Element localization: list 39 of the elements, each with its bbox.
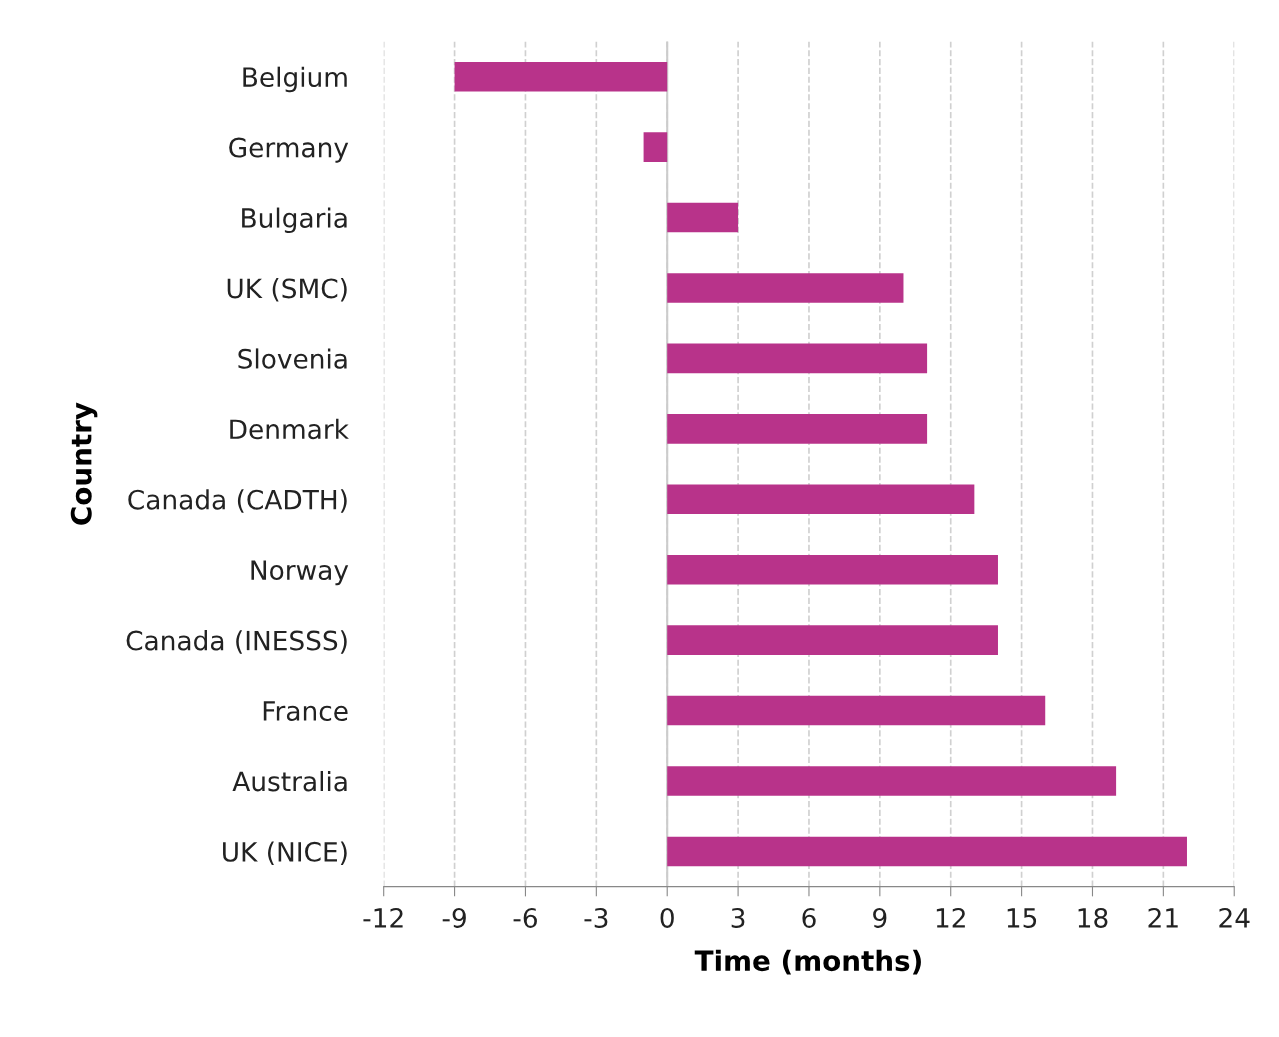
bar (667, 625, 998, 655)
bar (667, 202, 739, 233)
x-tick-label: 18 (1078, 907, 1108, 928)
y-tick-label: UK (NICE) (223, 841, 347, 865)
y-tick-label: Slovenia (238, 348, 347, 369)
bar (643, 132, 668, 162)
x-tick-label: 12 (936, 907, 965, 928)
x-axis-title: Time (months) (694, 949, 921, 975)
y-tick-label: Bulgaria (242, 207, 347, 234)
bar (667, 554, 998, 585)
y-tick-label: Canada (CADTH) (128, 489, 347, 513)
x-tick-label: -3 (584, 907, 608, 928)
y-axis-title: Country (70, 402, 98, 525)
x-tick-label: 21 (1148, 907, 1178, 928)
bar (667, 695, 1046, 726)
x-tick-label: 24 (1219, 907, 1250, 928)
y-tick-label: Denmark (230, 418, 349, 440)
y-tick-label: Germany (229, 137, 349, 163)
y-tick-label: Norway (251, 560, 349, 586)
y-tick-label: UK (SMC) (227, 277, 347, 302)
x-tick-label: -9 (442, 907, 466, 928)
bar (667, 414, 928, 444)
y-tick-label: Australia (232, 770, 347, 792)
x-tick-label: 9 (873, 907, 887, 928)
bar (667, 766, 1117, 796)
x-tick-label: 3 (731, 907, 745, 928)
bar (667, 836, 1187, 867)
bar (667, 484, 975, 515)
x-tick-label: -6 (513, 907, 537, 928)
x-tick-label: 15 (1007, 908, 1037, 928)
y-tick-label: France (263, 701, 348, 721)
x-tick-label: -12 (363, 907, 403, 928)
bar (454, 61, 668, 92)
y-tick-label: Canada (INESSS) (126, 630, 347, 654)
bar (667, 343, 928, 374)
x-tick-label: 6 (802, 907, 816, 928)
bar (667, 273, 904, 303)
y-tick-label: Belgium (243, 66, 347, 93)
x-tick-label: 0 (660, 907, 674, 928)
